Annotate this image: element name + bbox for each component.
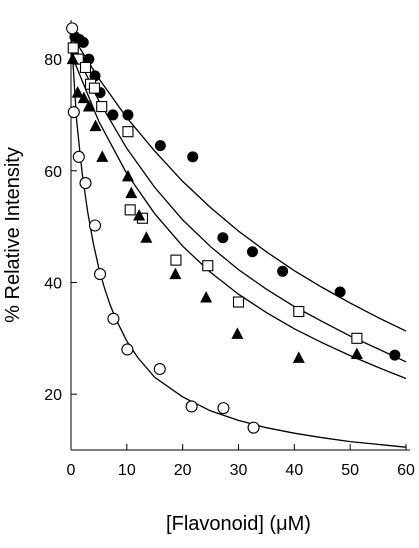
x-axis-title: [Flavonoid] (μM) [166,513,311,535]
y-tick-label: 40 [44,275,62,292]
data-point-open-square [79,61,92,74]
data-point-filled-circle [107,109,119,121]
y-axis-ticks: 20 40 60 80 [44,52,77,404]
data-point-filled-circle [77,36,89,48]
data-point-open-square [122,126,134,138]
data-point-open-square [351,332,363,344]
data-point-open-circle [185,400,198,413]
data-point-open-circle [153,362,166,376]
x-tick-label: 60 [397,462,415,479]
x-axis-ticks: 0 10 20 30 40 50 60 [67,444,415,479]
data-point-filled-circle [217,232,229,244]
data-point-filled-triangle [200,291,213,303]
data-point-open-circle [67,106,80,119]
data-point-filled-triangle [350,347,363,359]
data-point-filled-circle [334,286,346,298]
fit-curve-filled-circle [70,33,407,332]
fit-curve-open-circle [70,31,407,448]
data-point-filled-triangle [82,100,95,112]
data-markers [66,22,401,434]
data-point-open-square [232,296,245,308]
data-point-open-square [67,42,79,54]
data-point-filled-triangle [140,231,153,243]
data-point-filled-circle [277,265,289,277]
data-point-filled-triangle [292,351,305,363]
y-tick-label: 80 [44,52,62,69]
data-point-filled-circle [187,151,199,163]
data-point-open-circle [79,177,92,190]
data-point-filled-circle [154,140,166,152]
x-tick-label: 50 [341,462,359,479]
data-point-open-circle [107,312,120,325]
data-point-open-square [124,204,136,216]
y-tick-label: 60 [44,164,62,181]
fit-curves [70,31,407,448]
data-point-filled-triangle [121,169,134,182]
data-point-open-square [293,305,305,318]
data-point-filled-circle [389,349,401,361]
y-tick-label: 20 [44,387,62,404]
data-point-open-square [88,82,100,94]
data-point-filled-triangle [66,52,79,65]
data-point-open-circle [93,268,107,281]
data-point-filled-triangle [169,267,182,280]
x-tick-label: 20 [174,462,192,479]
x-tick-label: 10 [118,462,136,479]
data-point-open-circle [217,402,230,415]
plot-axes: 0 10 20 30 40 50 60 20 40 60 80 [44,20,415,479]
data-point-filled-circle [89,70,101,82]
data-point-open-circle [72,150,85,163]
data-point-filled-triangle [71,86,84,98]
data-point-filled-triangle [96,150,109,162]
data-point-open-square [202,260,214,272]
data-point-open-circle [247,421,260,434]
data-point-open-square [96,101,108,113]
data-point-filled-circle [122,109,134,121]
data-point-filled-triangle [89,119,102,132]
x-tick-label: 0 [67,462,76,479]
data-point-filled-triangle [133,208,146,221]
x-tick-label: 40 [285,462,303,479]
data-point-open-square [170,254,182,266]
y-axis-title: % Relative Intensity [2,147,24,323]
data-point-filled-triangle [77,91,90,104]
data-point-filled-circle [83,53,95,65]
data-point-filled-triangle [231,327,244,339]
x-tick-label: 30 [230,462,248,479]
data-point-filled-circle [246,246,258,258]
data-point-open-circle [66,22,79,35]
data-point-open-circle [121,343,134,356]
fit-curve-open-square [70,42,407,363]
data-point-filled-triangle [125,186,138,199]
data-point-open-circle [88,219,102,232]
